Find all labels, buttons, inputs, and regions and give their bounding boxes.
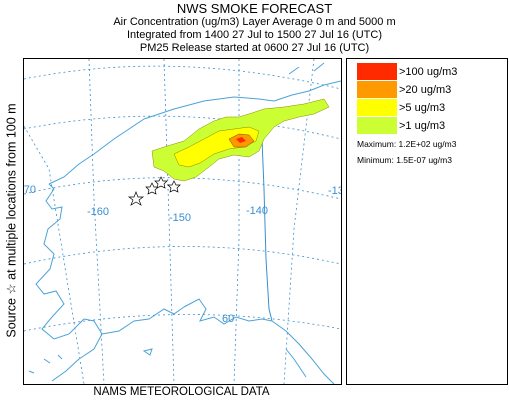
legend-swatch-1 [357, 117, 397, 134]
legend-label-100: >100 ug/m3 [399, 66, 458, 78]
lon-label-170: -170 [24, 184, 36, 196]
legend-label-20: >20 ug/m3 [399, 84, 452, 96]
subtitle-concentration: Air Concentration (ug/m3) Layer Average … [113, 16, 396, 28]
legend-minimum: Minimum: 1.5E-07 ug/m3 [357, 155, 452, 165]
subtitle-release: PM25 Release started at 0600 27 Jul 16 (… [139, 42, 370, 54]
map-title: NWS SMOKE FORECAST [176, 1, 333, 16]
source-label: Source ☆ at multiple locations from 100 … [4, 103, 19, 338]
legend-panel: >100 ug/m3 >20 ug/m3 >5 ug/m3 >1 ug/m3 M… [346, 58, 508, 385]
lon-label-150: -150 [169, 212, 191, 224]
subtitle-integration: Integrated from 1400 27 Jul to 1500 27 J… [127, 29, 382, 41]
map-panel: -170 -160 -150 -140 -130 60 [23, 58, 342, 385]
international-border [261, 138, 273, 322]
legend-swatch-20 [357, 81, 397, 98]
legend-swatch-5 [357, 99, 397, 116]
lon-label-160: -160 [87, 206, 109, 218]
legend-swatch-100 [357, 63, 397, 80]
source-markers [127, 176, 181, 206]
lon-label-140: -140 [246, 205, 268, 217]
footer-data-source: NAMS METEOROLOGICAL DATA [93, 386, 270, 398]
smoke-plume [151, 98, 330, 182]
lat-label-60: 60 [222, 313, 234, 325]
legend-label-5: >5 ug/m3 [399, 102, 446, 114]
coastline [28, 62, 341, 384]
legend-label-1: >1 ug/m3 [399, 120, 446, 132]
map-canvas: -170 -160 -150 -140 -130 60 [24, 59, 341, 384]
legend-maximum: Maximum: 1.2E+02 ug/m3 [357, 139, 457, 149]
lon-label-130: -130 [328, 185, 341, 197]
